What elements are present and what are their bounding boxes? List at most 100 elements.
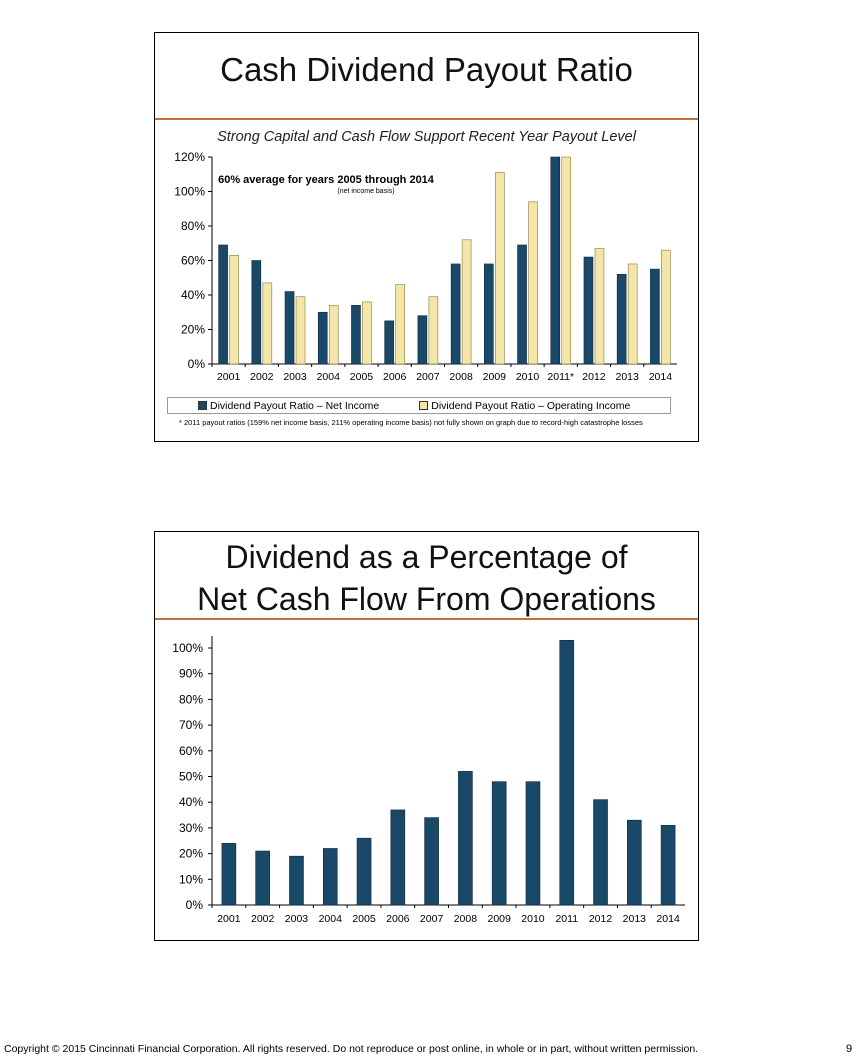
bar-operating-income [295,296,306,365]
x-tick-label: 2011* [547,371,574,383]
y-tick-label: 20% [181,323,205,337]
x-tick-label: 2007 [420,913,444,925]
y-tick-label: 60% [179,744,203,758]
chart2-bars [221,639,676,906]
title-rule [155,118,698,120]
bar-dividend-pct [424,817,439,906]
x-tick-label: 2002 [251,913,275,925]
bar-net-income [317,311,328,365]
y-tick-label: 40% [181,288,205,302]
bar-net-income [550,156,561,365]
bar-operating-income [395,284,405,365]
bar-net-income [417,315,428,365]
x-tick-label: 2006 [383,371,407,383]
x-tick-label: 2009 [483,371,507,383]
bar-dividend-pct [289,855,304,906]
chart1-subtitle: Strong Capital and Cash Flow Support Rec… [217,129,636,145]
x-tick-label: 2014 [649,371,673,383]
legend-label-op: Dividend Payout Ratio – Operating Income [431,399,631,412]
chart1-annotation-sub: (net income basis) [337,188,394,195]
cash-flow-chart: 0% 10% 20% 30% 40% 50% 60% 70% 80% 90% 100% 2001 200… [172,636,685,925]
page-number: 9 [846,1043,853,1055]
chart1-bars [218,156,671,365]
bar-operating-income [229,255,239,365]
chart1-axes: 0% 20% 40% 60% 80% 100% 120% 2001 2002 2003 2004 20… [174,150,677,383]
bar-net-income [284,291,295,365]
bar-dividend-pct [491,781,507,906]
x-tick-label: 2004 [317,371,341,383]
slide2-title: Dividend as a Percentage of Net Cash Flo… [155,536,698,620]
bar-net-income [384,320,394,365]
bar-operating-income [461,239,472,365]
x-tick-label: 2011 [555,913,578,925]
y-tick-label: 60% [181,254,205,268]
bar-dividend-pct [660,825,676,906]
y-tick-label: 20% [179,847,203,861]
chart2-axes: 0% 10% 20% 30% 40% 50% 60% 70% 80% 90% 100% 2001 200… [172,636,685,925]
x-tick-label: 2005 [350,371,374,383]
x-tick-label: 2004 [319,913,343,925]
bar-net-income [650,268,660,365]
x-tick-label: 2010 [516,371,540,383]
bar-operating-income [661,249,671,365]
bar-dividend-pct [593,799,608,906]
bar-operating-income [362,301,372,365]
copyright-footer: Copyright © 2015 Cincinnati Financial Co… [4,1043,699,1055]
x-tick-label: 2012 [589,913,613,925]
bar-operating-income [428,296,439,365]
cash-flow-slide: Dividend as a Percentage of Net Cash Flo… [154,531,699,941]
bar-net-income [484,263,494,365]
legend-swatch-net [198,401,207,410]
legend-item-operating-income: Dividend Payout Ratio – Operating Income [419,400,630,412]
x-tick-label: 2006 [386,913,410,925]
title-rule [155,618,698,620]
x-tick-label: 2001 [217,913,241,925]
y-tick-label: 90% [179,667,203,681]
chart1-legend: Dividend Payout Ratio – Net Income Divid… [167,397,671,414]
payout-ratio-slide: Cash Dividend Payout Ratio Strong Capita… [154,32,699,442]
bar-operating-income [328,305,339,365]
y-tick-label: 100% [174,185,205,199]
bar-dividend-pct [322,848,338,906]
slide2-title-line2: Net Cash Flow From Operations [197,581,656,617]
bar-operating-income [262,282,273,365]
chart1-footnote: * 2011 payout ratios (159% net income ba… [179,418,643,427]
x-tick-label: 2010 [521,913,545,925]
chart1-annotation: 60% average for years 2005 through 2014 [218,174,435,186]
legend-swatch-op [419,401,429,410]
bar-operating-income [627,263,638,365]
x-tick-label: 2013 [623,913,647,925]
bar-dividend-pct [458,771,473,906]
y-tick-label: 70% [179,718,203,732]
y-tick-label: 120% [174,150,205,164]
bar-operating-income [594,248,605,365]
y-tick-label: 10% [179,872,203,886]
x-tick-label: 2001 [217,371,241,383]
bar-dividend-pct [559,639,575,906]
y-tick-label: 30% [179,821,203,835]
y-tick-label: 50% [179,770,203,784]
bar-dividend-pct [525,781,541,906]
y-tick-label: 0% [186,898,204,912]
bar-net-income [351,305,361,365]
y-tick-label: 0% [188,357,206,371]
bar-net-income [583,256,594,365]
bar-dividend-pct [221,843,237,906]
y-tick-label: 80% [179,692,203,706]
x-tick-label: 2003 [283,371,307,383]
bar-operating-income [528,201,538,365]
legend-label-net: Dividend Payout Ratio – Net Income [210,399,380,412]
slide2-title-line1: Dividend as a Percentage of [225,539,628,575]
x-tick-label: 2014 [656,913,680,925]
x-tick-label: 2008 [454,913,478,925]
bar-net-income [218,244,228,365]
bar-net-income [616,274,627,365]
bar-dividend-pct [390,809,406,906]
bar-net-income [251,260,262,365]
y-tick-label: 80% [181,219,205,233]
bar-operating-income [561,156,572,365]
legend-item-net-income: Dividend Payout Ratio – Net Income [198,400,379,412]
bar-dividend-pct [627,819,642,906]
bar-operating-income [495,172,505,365]
bar-dividend-pct [255,850,270,906]
